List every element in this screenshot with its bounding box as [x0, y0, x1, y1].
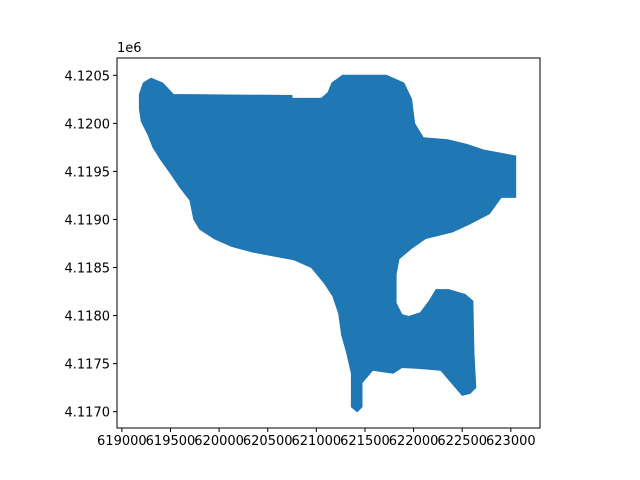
plot-area [138, 74, 517, 413]
y-tick-label: 4.1205 [65, 69, 111, 84]
y-tick-label: 4.1190 [65, 213, 111, 228]
y-tick-label: 4.1170 [65, 406, 111, 421]
y-axis-offset-label: 1e6 [117, 41, 142, 56]
x-tick-label: 623000 [486, 434, 536, 449]
x-tick-label: 621500 [340, 434, 390, 449]
y-tick-label: 4.1180 [65, 310, 111, 325]
y-axis: 4.1170 4.1175 4.1180 4.1185 4.1190 4.1195 4.12… [65, 69, 117, 421]
x-tick-label: 619000 [97, 434, 147, 449]
y-tick-label: 4.1185 [65, 262, 111, 277]
axes-frame [116, 57, 541, 429]
x-tick-label: 620500 [243, 434, 293, 449]
x-tick-label: 621000 [292, 434, 342, 449]
x-axis: 6190006195006200006205006210006215006220… [97, 428, 536, 449]
y-tick-label: 4.1175 [65, 358, 111, 373]
region-polygon [138, 74, 517, 413]
y-tick-label: 4.1195 [65, 165, 111, 180]
x-tick-label: 619500 [146, 434, 196, 449]
x-tick-label: 622500 [437, 434, 487, 449]
y-tick-label: 4.1200 [65, 117, 111, 132]
x-tick-label: 620000 [194, 434, 244, 449]
x-tick-label: 622000 [389, 434, 439, 449]
